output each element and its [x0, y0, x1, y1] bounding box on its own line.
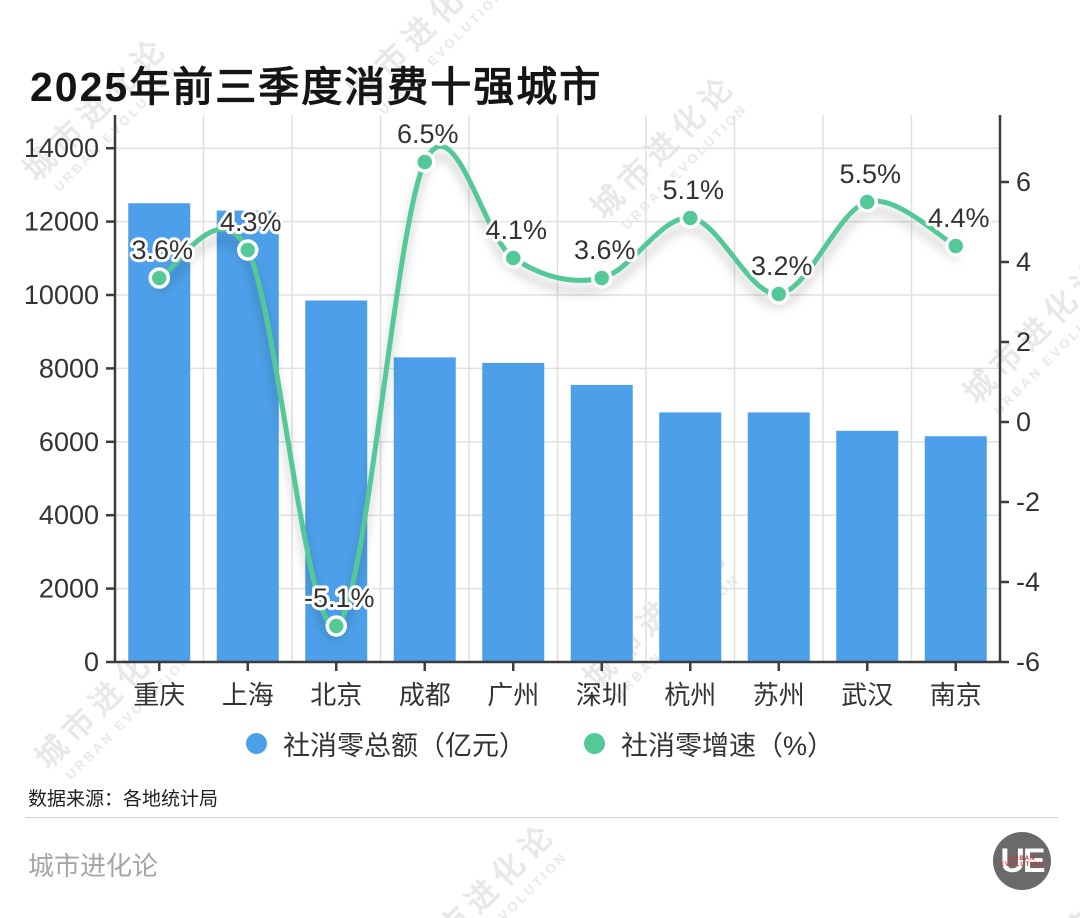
- x-category-label: 成都: [399, 680, 451, 710]
- line-marker-上海: [237, 239, 259, 261]
- logo-letters: UE: [1000, 841, 1045, 880]
- left-axis-tick-label: 6000: [39, 427, 99, 457]
- legend-label-line: 社消零增速（%）: [620, 731, 834, 761]
- left-axis-tick-label: 10000: [24, 280, 99, 310]
- line-marker-苏州: [768, 283, 790, 305]
- point-label-武汉: 5.5%: [839, 159, 901, 189]
- bar-深圳: [570, 384, 633, 662]
- x-category-label: 广州: [487, 680, 539, 710]
- bar-广州: [482, 362, 545, 662]
- right-axis-tick-label: 0: [1016, 407, 1031, 437]
- point-label-成都: 6.5%: [397, 119, 459, 149]
- bar-北京: [305, 300, 368, 662]
- bar-上海: [216, 210, 279, 662]
- bar-苏州: [747, 412, 810, 662]
- right-axis-tick-label: -4: [1016, 567, 1040, 597]
- point-label-广州: 4.1%: [485, 215, 547, 245]
- point-label-深圳: 3.6%: [574, 235, 636, 265]
- legend-item-bar: 社消零总额（亿元）: [245, 724, 526, 763]
- x-category-label: 南京: [930, 680, 982, 710]
- right-axis-tick-label: -2: [1016, 487, 1040, 517]
- footer-divider: [25, 817, 1058, 818]
- point-label-苏州: 3.2%: [751, 251, 813, 281]
- footer-brand-text: 城市进化论: [28, 851, 159, 881]
- legend-label-bar: 社消零总额（亿元）: [282, 731, 526, 761]
- x-category-label: 北京: [310, 680, 362, 710]
- combo-chart: 0 2000 4000 6000 8000 10000 12000 14000 6 4 2 0 -2 -4…: [24, 115, 1040, 710]
- left-axis-tick-label: 2000: [39, 574, 99, 604]
- line-marker-重庆: [148, 267, 170, 289]
- line-marker-北京: [325, 615, 347, 637]
- legend-dot-bar-icon: [245, 733, 267, 754]
- line-marker-杭州: [679, 207, 701, 229]
- point-label-南京: 4.4%: [928, 203, 990, 233]
- data-source-note: 数据来源：各地统计局: [28, 789, 219, 810]
- point-label-北京: -5.1%: [304, 583, 375, 613]
- legend-item-line: 社消零增速（%）: [583, 724, 834, 763]
- point-label-杭州: 5.1%: [662, 175, 724, 205]
- chart-title: 2025年前三季度消费十强城市: [30, 64, 603, 111]
- line-marker-武汉: [856, 191, 878, 213]
- line-marker-南京: [945, 235, 967, 257]
- line-marker-广州: [502, 247, 524, 269]
- left-axis-tick-label: 0: [84, 647, 99, 677]
- x-category-label: 重庆: [133, 680, 185, 710]
- x-category-label: 苏州: [753, 680, 805, 710]
- right-axis-tick-label: 4: [1016, 247, 1031, 277]
- right-axis-tick-label: -6: [1016, 647, 1040, 677]
- left-axis-tick-label: 12000: [24, 207, 99, 237]
- x-category-label: 深圳: [576, 680, 628, 710]
- right-axis-tick-label: 6: [1016, 167, 1031, 197]
- point-label-上海: 4.3%: [220, 207, 282, 237]
- left-axis-tick-label: 4000: [39, 500, 99, 530]
- right-axis-tick-label: 2: [1016, 327, 1031, 357]
- legend-dot-line-icon: [583, 733, 605, 754]
- chart-legend: 社消零总额（亿元） 社消零增速（%）: [0, 724, 1080, 763]
- logo-subtext: URBAN EVOLUTION: [999, 856, 1044, 868]
- left-axis-tick-label: 14000: [24, 133, 99, 163]
- bar-成都: [393, 357, 456, 662]
- bar-杭州: [659, 412, 722, 662]
- growth-line: [156, 143, 959, 629]
- x-category-label: 武汉: [841, 680, 893, 710]
- line-marker-成都: [414, 151, 436, 173]
- bar-武汉: [836, 430, 899, 662]
- line-marker-深圳: [591, 267, 613, 289]
- x-category-label: 上海: [222, 680, 274, 710]
- x-category-label: 杭州: [664, 680, 716, 710]
- bar-南京: [924, 436, 987, 662]
- point-label-重庆: 3.6%: [131, 235, 193, 265]
- left-axis-tick-label: 8000: [39, 353, 99, 383]
- brand-logo-icon: UE URBAN EVOLUTION: [993, 832, 1051, 890]
